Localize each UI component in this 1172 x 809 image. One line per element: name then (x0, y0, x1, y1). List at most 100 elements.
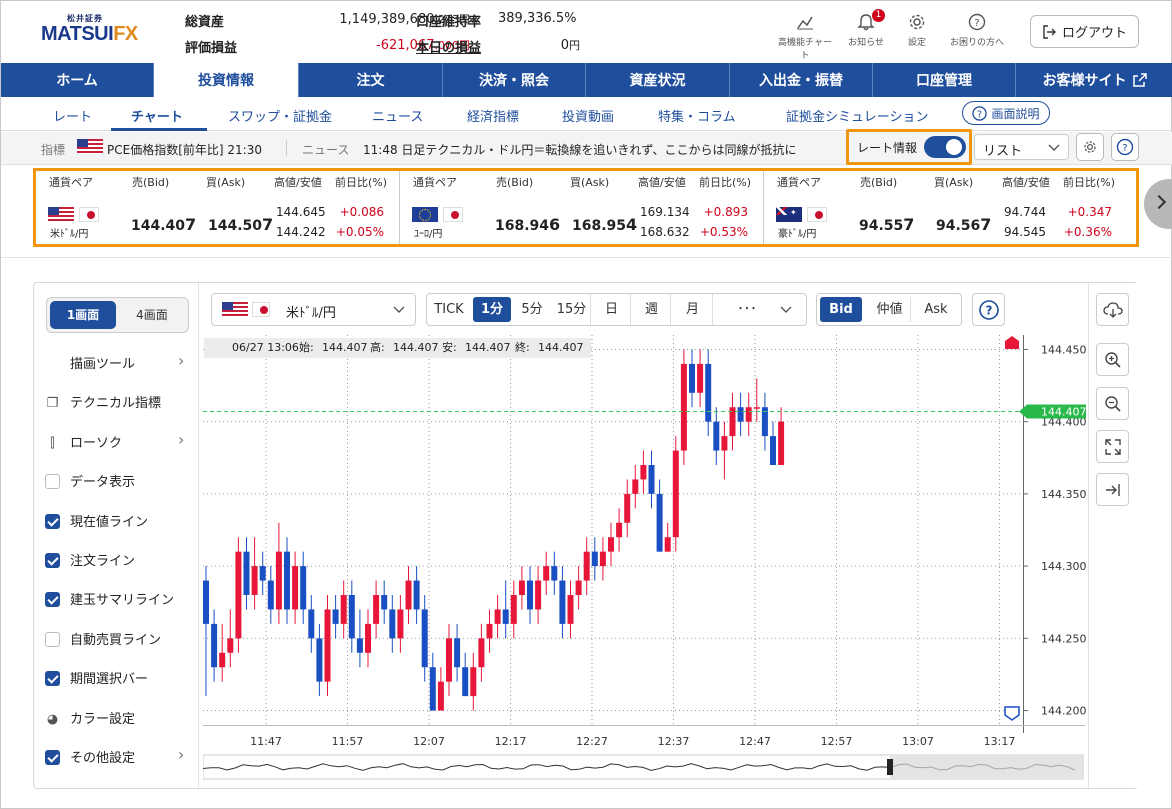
sidebar-item[interactable]: ◕ カラー設定 (45, 708, 135, 727)
nav-order[interactable]: 注文 (299, 63, 443, 97)
checkbox[interactable] (45, 592, 60, 608)
candle-body (332, 609, 339, 624)
sidebar-item[interactable]: 注文ライン (45, 550, 135, 569)
help-icon: ? (968, 13, 986, 31)
subnav-feature[interactable]: 特集・コラム (658, 110, 736, 125)
nav-deposit-transfer[interactable]: 入出金・振替 (730, 63, 873, 97)
rate-ask-last: 7 (262, 215, 274, 234)
screen-help-button[interactable]: ? 画面説明 (962, 101, 1050, 125)
indicator-text[interactable]: PCE価格指数[前年比] 21:30 (107, 143, 262, 157)
settings-link[interactable]: 設定 (887, 13, 947, 48)
checkbox[interactable] (45, 474, 60, 490)
price-mid[interactable]: 仲値 (869, 297, 911, 322)
notification-badge: 1 (872, 9, 885, 22)
rate-help-button[interactable]: ? (1111, 133, 1139, 161)
chevron-right-icon[interactable]: › (178, 429, 185, 449)
four-screen-button[interactable]: 4画面 (136, 308, 168, 322)
checkbox[interactable] (45, 671, 60, 687)
price-bid[interactable]: Bid (820, 297, 862, 322)
candle-body (770, 436, 776, 465)
checkbox[interactable] (45, 513, 60, 529)
one-screen-button[interactable]: 1画面 (50, 301, 116, 329)
help-link[interactable]: ? お困りの方へ (947, 13, 1007, 48)
sidebar-item[interactable]: 建玉サマリライン (45, 589, 174, 608)
au-flag-icon (776, 207, 802, 222)
jump-to-latest-button[interactable] (1096, 473, 1129, 506)
rate-row[interactable]: 通貨ペア 売(Bid) 買(Ask) 高値/安値 前日比(%) 米ﾄﾞﾙ/円 144.407… (36, 171, 400, 244)
rate-settings-button[interactable] (1076, 133, 1104, 161)
price-ask[interactable]: Ask (924, 302, 948, 317)
news-ticker[interactable]: 11:48 日足テクニカル・ドル円＝転換線を追いきれず、ここからは同線が抵抗に (363, 143, 797, 157)
today-pl-label[interactable]: 本日の損益 (416, 41, 482, 56)
nav-account[interactable]: 口座管理 (873, 63, 1016, 97)
sidebar-item[interactable]: 現在値ライン (45, 511, 148, 530)
sub-nav: レート チャート スワップ・証拠金 ニュース 経済指標 投資動画 特集・コラム … (1, 97, 1172, 131)
candle-body (211, 623, 218, 668)
zoom-in-button[interactable] (1096, 343, 1129, 376)
nav-settlement[interactable]: 決済・照会 (443, 63, 586, 97)
chevron-right-icon[interactable]: › (178, 745, 185, 764)
nav-investment-info[interactable]: 投資情報 (154, 63, 299, 97)
screen-help-label: 画面説明 (991, 106, 1040, 121)
tf-1min[interactable]: 1分 (473, 297, 511, 322)
zoom-out-button[interactable] (1096, 387, 1129, 420)
tf-more[interactable]: ･･･ (737, 302, 757, 317)
subnav-margin-sim[interactable]: 証拠金シミュレーション (786, 110, 929, 125)
header: 松井証券 MATSUIFX 総資産 1,149,389,680.213円 評価損… (1, 1, 1172, 63)
rate-ask-main: 94.56 (936, 218, 981, 234)
checkbox[interactable] (45, 631, 60, 647)
rate-info-toggle[interactable]: レート情報 (846, 129, 972, 165)
rates-scroll-right-button[interactable] (1144, 179, 1172, 229)
subnav-rate[interactable]: レート (53, 110, 93, 125)
zoom-in-icon (1104, 351, 1121, 368)
list-select[interactable]: リスト (974, 134, 1069, 160)
tf-tick[interactable]: TICK (434, 302, 464, 317)
download-button[interactable] (1096, 293, 1129, 326)
fullscreen-button[interactable] (1096, 430, 1129, 463)
subnav-chart[interactable]: チャート (131, 110, 183, 125)
zoom-out-icon (1104, 395, 1121, 412)
ohlc-low-label: 安: (442, 341, 457, 354)
notifications-link[interactable]: 1 お知らせ (836, 9, 896, 48)
subnav-videos[interactable]: 投資動画 (562, 110, 615, 125)
pair-select[interactable]: 米ﾄﾞﾙ/円 (211, 293, 416, 326)
sidebar-item[interactable]: データ表示 (45, 471, 135, 490)
rate-row[interactable]: 通貨ペア売(Bid)買(Ask)高値/安値前日比(%)豪ﾄﾞﾙ/円94.5579… (764, 171, 1128, 244)
subnav-news[interactable]: ニュース (372, 110, 424, 125)
subnav-swap[interactable]: スワップ・証拠金 (228, 110, 333, 125)
chevron-right-icon[interactable]: › (178, 351, 185, 370)
sidebar-item[interactable]: 期間選択バー (45, 668, 148, 687)
candlestick-chart[interactable]: 144.450 144.400 144.350 144.300 144.250 144.2… (203, 335, 1088, 781)
tf-5min[interactable]: 5分 (521, 302, 543, 317)
checkbox[interactable] (45, 553, 60, 568)
rate-info-switch[interactable] (924, 136, 966, 158)
tf-day[interactable]: 日 (593, 294, 631, 325)
candle-body (567, 595, 574, 624)
chart-help-button[interactable]: ? (972, 293, 1005, 326)
sidebar-item[interactable]: ❐ テクニカル指標 (45, 392, 161, 411)
logout-button[interactable]: ログアウト (1030, 15, 1139, 48)
logo-small-text: 松井証券 (67, 14, 103, 23)
rate-row[interactable]: 通貨ペア 売(Bid) 買(Ask) 高値/安値 前日比(%) ﾕｰﾛ/円 168.946 1… (400, 171, 764, 244)
sidebar-item[interactable]: その他設定 (45, 747, 135, 766)
advanced-chart-link[interactable]: 高機能チャート (775, 13, 835, 61)
sidebar-item[interactable]: 自動売買ライン (45, 629, 161, 648)
nav-assets[interactable]: 資産状況 (586, 63, 730, 97)
cloud-download-icon (1102, 301, 1123, 318)
sidebar-item[interactable]: ⫿ ローソク (45, 432, 122, 451)
tf-15min[interactable]: 15分 (553, 294, 591, 325)
nav-customer-site[interactable]: お客様サイト (1016, 63, 1172, 97)
rate-ask: 144.507 (208, 215, 273, 234)
sidebar-item[interactable]: 描画ツール (45, 353, 135, 372)
candle-body (462, 667, 469, 697)
matsui-fx-logo[interactable]: 松井証券 MATSUIFX (41, 11, 141, 51)
candle-body (405, 580, 412, 610)
chevron-down-icon[interactable] (780, 306, 792, 314)
nav-home[interactable]: ホーム (1, 63, 154, 97)
candle-body (348, 595, 355, 639)
tf-month[interactable]: 月 (673, 294, 713, 325)
checkbox[interactable] (45, 750, 60, 765)
tf-week[interactable]: 週 (633, 294, 671, 325)
jump-end-icon (1105, 483, 1120, 496)
subnav-econ[interactable]: 経済指標 (467, 110, 520, 125)
